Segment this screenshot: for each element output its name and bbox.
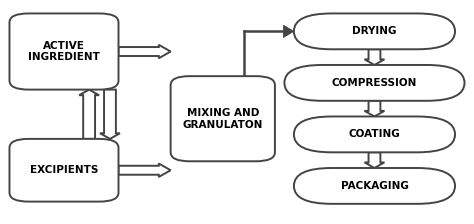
Polygon shape — [283, 25, 294, 37]
FancyBboxPatch shape — [294, 13, 455, 49]
FancyBboxPatch shape — [284, 65, 465, 101]
Polygon shape — [365, 152, 384, 168]
FancyBboxPatch shape — [9, 139, 119, 202]
Polygon shape — [118, 45, 171, 58]
FancyBboxPatch shape — [294, 168, 455, 204]
FancyBboxPatch shape — [9, 13, 119, 90]
Text: ACTIVE
INGREDIENT: ACTIVE INGREDIENT — [28, 41, 100, 62]
Polygon shape — [100, 90, 120, 139]
Polygon shape — [79, 90, 99, 139]
FancyBboxPatch shape — [294, 116, 455, 152]
Text: COATING: COATING — [348, 129, 401, 139]
Polygon shape — [118, 164, 171, 177]
Text: COMPRESSION: COMPRESSION — [332, 78, 417, 88]
Text: MIXING AND
GRANULATON: MIXING AND GRANULATON — [182, 108, 263, 129]
Polygon shape — [365, 49, 384, 65]
Text: DRYING: DRYING — [352, 26, 397, 36]
Text: EXCIPIENTS: EXCIPIENTS — [30, 165, 98, 175]
Polygon shape — [365, 101, 384, 116]
Text: PACKAGING: PACKAGING — [340, 181, 409, 191]
FancyBboxPatch shape — [171, 76, 275, 161]
